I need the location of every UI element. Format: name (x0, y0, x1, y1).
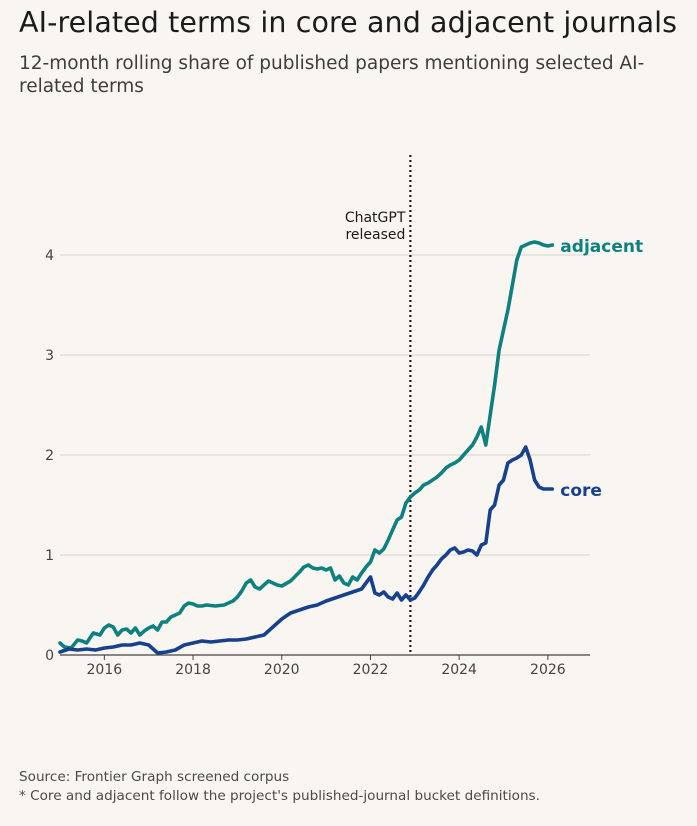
chatgpt-annotation-label-1: ChatGPT (345, 210, 406, 226)
y-tick-label-3: 3 (45, 348, 54, 364)
chatgpt-annotation-label-2: released (345, 227, 405, 243)
chart-footer: Source: Frontier Graph screened corpus *… (19, 768, 540, 806)
chart-subtitle: 12-month rolling share of published pape… (19, 53, 645, 97)
series-lines (58, 240, 555, 655)
footnote: * Core and adjacent follow the project's… (19, 788, 540, 804)
series-label-adjacent: adjacent (560, 237, 643, 257)
y-tick-label-1: 1 (45, 548, 54, 564)
series-end-labels: adjacent core (560, 237, 643, 501)
y-tick-label-4: 4 (45, 248, 54, 264)
x-tick-label-2026: 2026 (530, 662, 566, 678)
axes: 0 1 2 3 4 2016 2018 2020 2022 2024 2026 (45, 248, 590, 678)
x-tick-label-2016: 2016 (87, 662, 123, 678)
series-label-core: core (560, 481, 602, 501)
x-tick-label-2022: 2022 (353, 662, 389, 678)
chart-title: AI-related terms in core and adjacent jo… (19, 6, 678, 39)
x-tick-label-2018: 2018 (175, 662, 211, 678)
series-line-core (58, 445, 555, 655)
x-tick-label-2020: 2020 (264, 662, 300, 678)
y-tick-label-2: 2 (45, 448, 54, 464)
source-note: Source: Frontier Graph screened corpus (19, 769, 290, 785)
y-tick-label-0: 0 (45, 648, 54, 664)
series-line-adjacent (58, 240, 555, 650)
x-tick-label-2024: 2024 (441, 662, 477, 678)
gridlines (60, 254, 590, 556)
